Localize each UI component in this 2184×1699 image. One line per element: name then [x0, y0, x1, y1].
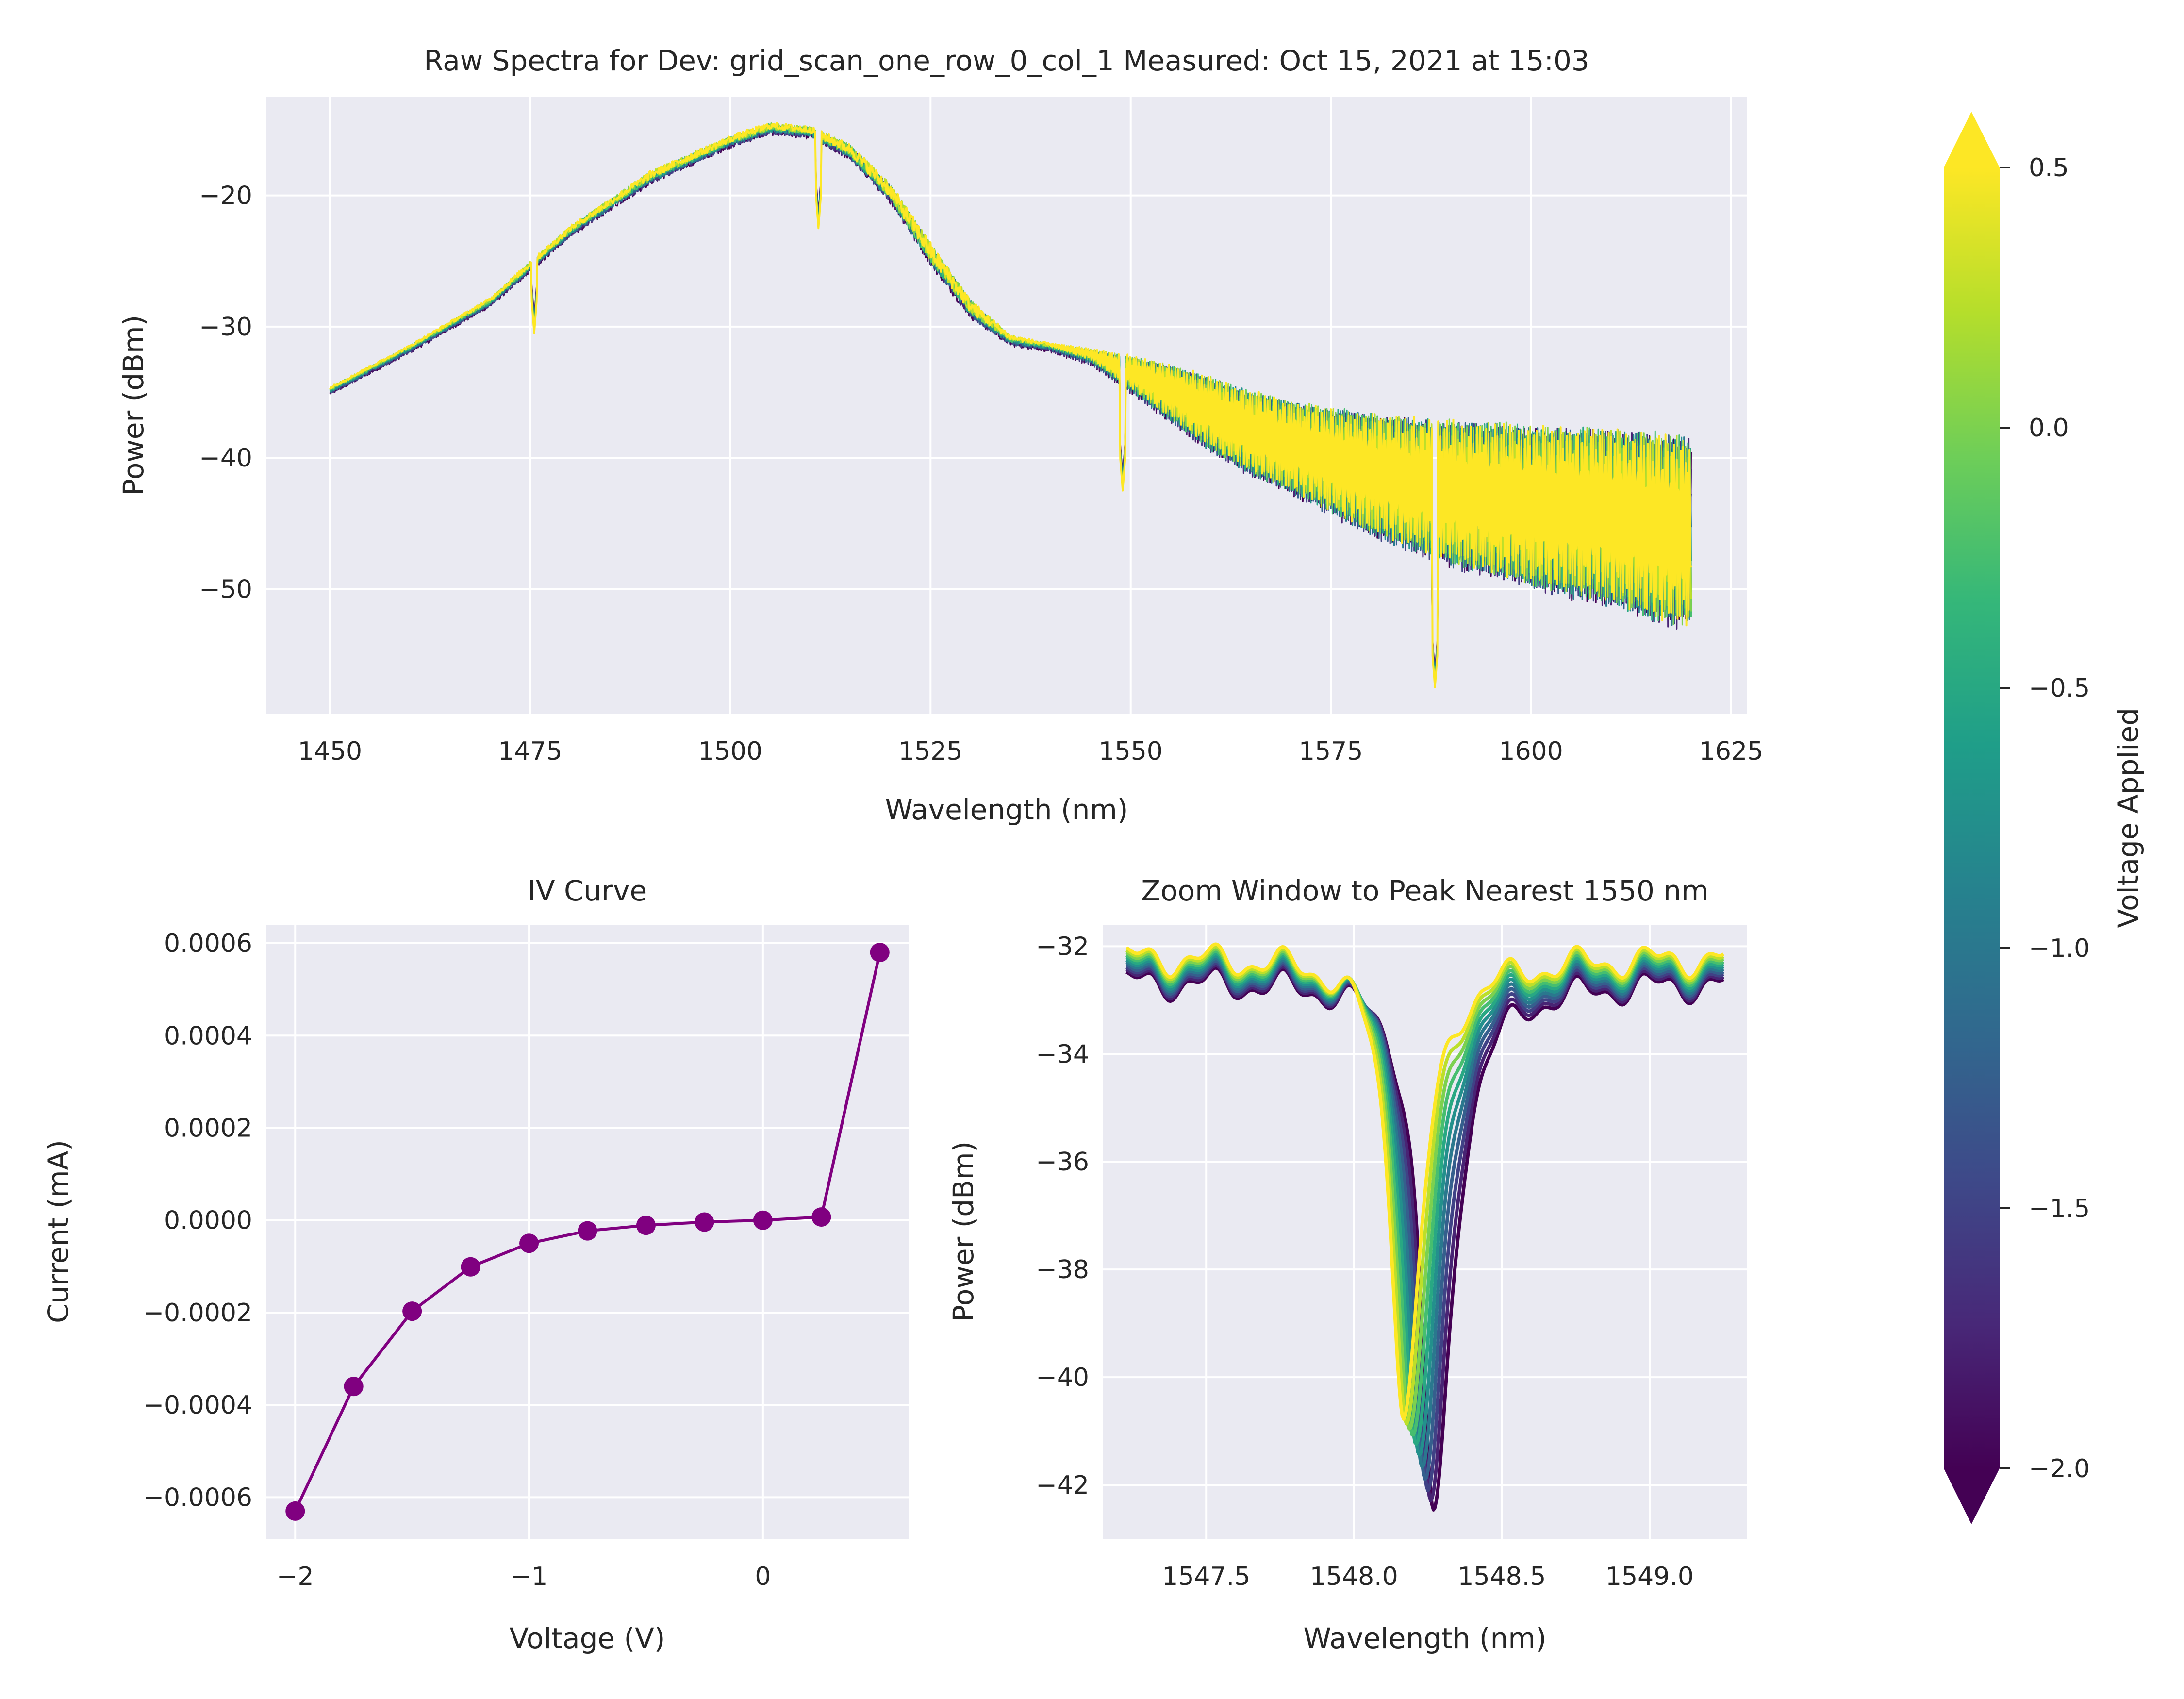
zoom-window-traces	[1125, 942, 1725, 1512]
iv-curve-xtick-label: 0	[755, 1562, 771, 1591]
zoom-window-xtick-label: 1548.0	[1310, 1562, 1398, 1591]
colorbar-tick-label: −0.5	[2029, 674, 2090, 703]
zoom-window-series-line	[1125, 942, 1725, 1421]
colorbar-tick-label: 0.0	[2029, 414, 2069, 443]
raw-spectra-xtick-label: 1525	[898, 737, 962, 766]
iv-curve-ytick-label: −0.0006	[143, 1483, 252, 1512]
raw-spectra-ytick-label: −50	[199, 575, 252, 604]
zoom-window-ytick-label: −32	[1036, 932, 1089, 961]
iv-curve-ytick-label: 0.0006	[164, 929, 252, 958]
iv-curve-point	[753, 1210, 773, 1230]
colorbar-tick-label: −1.5	[2029, 1194, 2090, 1223]
zoom-window-ytick-label: −42	[1036, 1471, 1089, 1500]
iv-curve-xlabel: Voltage (V)	[510, 1622, 665, 1655]
iv-curve-xtick-label: −1	[511, 1562, 548, 1591]
iv-curve-point	[519, 1233, 539, 1253]
iv-curve-point	[695, 1212, 714, 1232]
raw-spectra-axes-background	[266, 97, 1747, 714]
iv-curve-point	[402, 1301, 422, 1321]
raw-spectra-title: Raw Spectra for Dev: grid_scan_one_row_0…	[424, 44, 1589, 77]
raw-spectra-ytick-label: −30	[199, 313, 252, 342]
raw-spectra-ytick-label: −20	[199, 182, 252, 211]
iv-curve-title: IV Curve	[528, 874, 647, 907]
zoom-window-ytick-label: −36	[1036, 1148, 1089, 1177]
iv-curve-ytick-label: 0.0000	[164, 1206, 252, 1235]
iv-curve-point	[811, 1207, 831, 1227]
iv-curve-point	[461, 1257, 480, 1277]
raw-spectra-xtick-label: 1600	[1499, 737, 1563, 766]
raw-spectra-traces	[329, 122, 1692, 688]
raw-spectra-xlabel: Wavelength (nm)	[885, 793, 1128, 826]
zoom-window-title: Zoom Window to Peak Nearest 1550 nm	[1141, 874, 1708, 907]
iv-curve-point	[636, 1216, 656, 1235]
raw-spectra-ylabel: Power (dBm)	[117, 315, 150, 496]
zoom-window-xtick-label: 1548.5	[1457, 1562, 1546, 1591]
iv-curve-ytick-label: −0.0002	[143, 1299, 252, 1328]
raw-spectra-xtick-label: 1625	[1699, 737, 1763, 766]
colorbar: 0.5 0.0 −0.5 −1.0 −1.5 −2.0 Voltage Applied	[1944, 112, 2145, 1524]
iv-curve-ytick-label: 0.0004	[164, 1021, 252, 1050]
colorbar-label: Voltage Applied	[2112, 708, 2145, 928]
zoom-window-xtick-label: 1547.5	[1162, 1562, 1250, 1591]
raw-spectra-xtick-label: 1475	[498, 737, 562, 766]
iv-curve-point	[578, 1221, 597, 1241]
iv-curve-grid	[266, 925, 909, 1539]
iv-curve-ylabel: Current (mA)	[42, 1140, 75, 1323]
raw-spectra-xtick-label: 1575	[1299, 737, 1363, 766]
colorbar-gradient	[1944, 167, 2000, 1468]
zoom-window-ytick-label: −38	[1036, 1255, 1089, 1284]
zoom-window-xlabel: Wavelength (nm)	[1303, 1622, 1546, 1655]
iv-curve-plot: −2 −1 0 0.0006 0.0004 0.0002 0.0000 −0.0002 −0.0…	[42, 874, 909, 1655]
colorbar-extend-min	[1944, 1468, 2000, 1524]
colorbar-extend-max	[1944, 112, 2000, 167]
iv-curve-point	[870, 943, 890, 963]
iv-curve-ytick-label: −0.0004	[143, 1391, 252, 1420]
zoom-window-ytick-label: −34	[1036, 1040, 1089, 1069]
raw-spectra-xtick-label: 1550	[1099, 737, 1163, 766]
zoom-window-plot: 1547.5 1548.0 1548.5 1549.0 −32 −34 −36 −38 −40 −…	[947, 874, 1747, 1655]
zoom-window-ylabel: Power (dBm)	[947, 1141, 980, 1322]
zoom-window-ticks: 1547.5 1548.0 1548.5 1549.0 −32 −34 −36 −38 −40 −…	[1036, 932, 1694, 1591]
colorbar-tick-label: 0.5	[2029, 153, 2069, 183]
raw-spectra-xtick-label: 1500	[698, 737, 762, 766]
iv-curve-ytick-label: 0.0002	[164, 1114, 252, 1143]
raw-spectra-ticks: 1450 1475 1500 1525 1550 1575 1600 1625 −20 −30 −4…	[199, 182, 1763, 766]
raw-spectra-series-line	[329, 122, 1692, 688]
raw-spectra-ytick-label: −40	[199, 444, 252, 473]
iv-curve-xtick-label: −2	[277, 1562, 314, 1591]
iv-curve-traces	[285, 943, 890, 1521]
iv-curve-point	[344, 1377, 364, 1397]
raw-spectra-xtick-label: 1450	[298, 737, 362, 766]
iv-curve-ticks: −2 −1 0 0.0006 0.0004 0.0002 0.0000 −0.0002 −0.0…	[143, 929, 771, 1591]
zoom-window-ytick-label: −40	[1036, 1363, 1089, 1392]
colorbar-tick-label: −2.0	[2029, 1454, 2090, 1483]
raw-spectra-plot: 1450 1475 1500 1525 1550 1575 1600 1625 −20 −30 −4…	[117, 44, 1763, 826]
zoom-window-xtick-label: 1549.0	[1605, 1562, 1694, 1591]
colorbar-ticks: 0.5 0.0 −0.5 −1.0 −1.5 −2.0	[2000, 153, 2090, 1483]
iv-curve-point	[285, 1501, 305, 1521]
colorbar-tick-label: −1.0	[2029, 934, 2090, 963]
